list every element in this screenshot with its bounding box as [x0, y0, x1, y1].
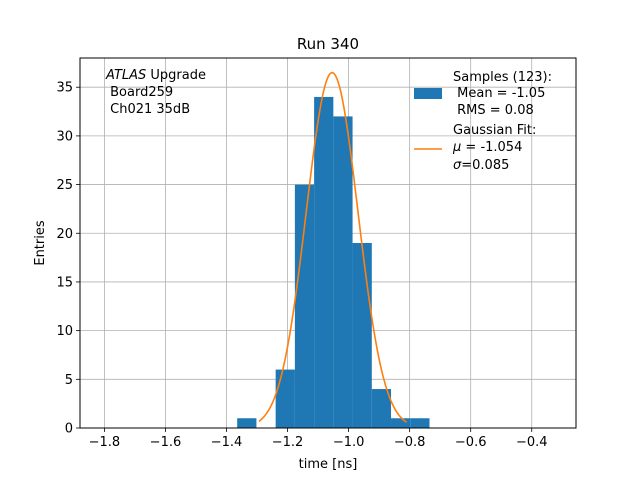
legend-fit-line-1: Gaussian Fit: — [453, 123, 536, 138]
plot-frame — [79, 57, 577, 429]
legend-fit-line-3: σ=0.085 — [453, 158, 509, 173]
legend-fit-line-2: μ = -1.054 — [452, 140, 522, 155]
x-tick-label: −1.8 — [89, 435, 121, 450]
gaussian-fit-line — [258, 71, 408, 423]
annotation-line-3: Ch021 35dB — [106, 102, 190, 117]
y-tick-label: 10 — [56, 324, 73, 339]
y-tick-label: 25 — [56, 178, 73, 193]
histogram-bar — [294, 184, 315, 428]
x-axis-label: time [ns] — [299, 457, 358, 472]
x-tick-label: −1.4 — [211, 435, 243, 450]
x-tick-label: −1.2 — [272, 435, 304, 450]
y-tick-label: 35 — [56, 81, 73, 96]
legend-samples-line-1: Samples (123): — [453, 70, 552, 85]
y-tick-label: 30 — [56, 129, 73, 144]
legend-samples-line-2: Mean = -1.05 — [453, 86, 545, 101]
annotation-line-1: ATLAS Upgrade — [105, 68, 206, 83]
y-tick-label: 5 — [65, 373, 73, 388]
x-tick-label: −1.6 — [150, 435, 182, 450]
legend: Samples (123): Mean = -1.05 RMS = 0.08 G… — [414, 70, 552, 173]
histogram-bar — [371, 389, 392, 428]
y-tick-label: 0 — [65, 422, 73, 437]
y-tick-label: 20 — [56, 227, 73, 242]
x-tick-label: −0.4 — [516, 435, 548, 450]
histogram-bar — [333, 116, 353, 428]
histogram-bars — [237, 96, 430, 429]
x-tick-label: −0.8 — [394, 435, 426, 450]
annotation-text: ATLAS Upgrade Board259 Ch021 35dB — [105, 68, 206, 117]
histogram-bar — [352, 243, 372, 428]
y-axis-ticks: 0 5 10 15 20 25 30 35 — [56, 81, 80, 437]
histogram-bar — [410, 418, 430, 428]
histogram-bar — [314, 96, 334, 429]
histogram-bar — [275, 369, 295, 428]
annotation-line-2: Board259 — [106, 85, 173, 100]
x-tick-label: −1.0 — [333, 435, 365, 450]
chart-title: Run 340 — [297, 35, 359, 53]
histogram-bar — [237, 418, 257, 428]
histogram-bar — [391, 418, 411, 428]
legend-samples-swatch — [414, 88, 442, 99]
y-tick-label: 15 — [56, 275, 73, 290]
x-tick-label: −0.6 — [455, 435, 487, 450]
y-axis-label: Entries — [33, 220, 48, 266]
legend-samples-line-3: RMS = 0.08 — [453, 103, 534, 118]
x-axis-ticks: −1.8 −1.6 −1.4 −1.2 −1.0 −0.8 −0.6 −0.4 — [89, 428, 548, 450]
